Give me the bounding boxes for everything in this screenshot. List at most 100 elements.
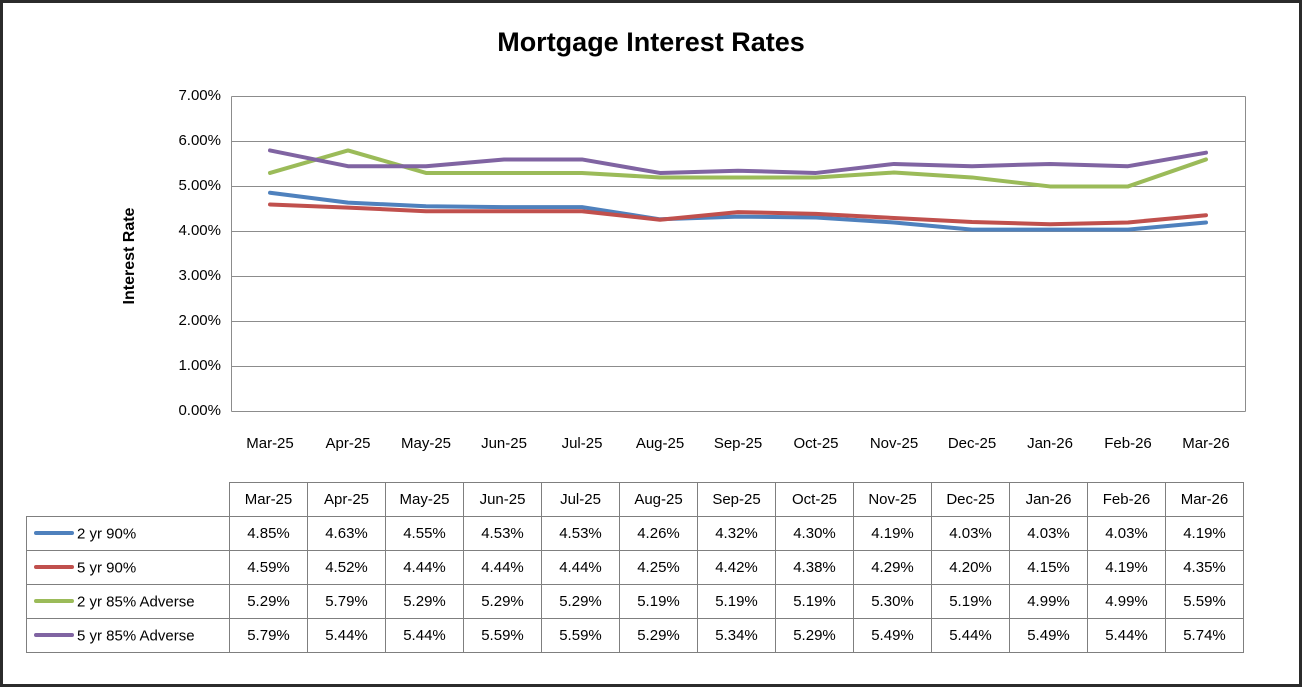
legend-cell-1: 5 yr 90% bbox=[26, 550, 230, 585]
series-line-0 bbox=[268, 190, 1208, 232]
table-cell: 4.53% bbox=[463, 516, 542, 551]
legend-swatch-icon bbox=[34, 632, 74, 637]
table-header-cell: Mar-25 bbox=[229, 482, 308, 517]
table-header-cell: Nov-25 bbox=[853, 482, 932, 517]
table-header-cell: Dec-25 bbox=[931, 482, 1010, 517]
x-tick-label: Jun-25 bbox=[481, 435, 527, 452]
table-header-cell: Jun-25 bbox=[463, 482, 542, 517]
series-line-1 bbox=[268, 202, 1208, 227]
legend-cell-3: 5 yr 85% Adverse bbox=[26, 618, 230, 653]
table-cell: 5.59% bbox=[1165, 584, 1244, 619]
x-tick-label: Sep-25 bbox=[713, 435, 763, 452]
table-cell: 5.49% bbox=[1009, 618, 1088, 653]
table-cell: 4.32% bbox=[697, 516, 776, 551]
x-tick-label: Apr-25 bbox=[325, 435, 371, 452]
table-cell: 5.44% bbox=[931, 618, 1010, 653]
table-cell: 5.44% bbox=[1087, 618, 1166, 653]
table-cell: 5.29% bbox=[541, 584, 620, 619]
table-corner-cell bbox=[27, 483, 230, 517]
x-tick-label: Feb-26 bbox=[1104, 435, 1152, 452]
table-cell: 5.19% bbox=[619, 584, 698, 619]
table-cell: 4.59% bbox=[229, 550, 308, 585]
table-cell: 4.30% bbox=[775, 516, 854, 551]
legend-label: 5 yr 90% bbox=[77, 559, 137, 577]
table-cell: 4.99% bbox=[1087, 584, 1166, 619]
table-cell: 4.03% bbox=[1087, 516, 1166, 551]
table-cell: 4.44% bbox=[541, 550, 620, 585]
table-cell: 4.19% bbox=[853, 516, 932, 551]
table-cell: 4.85% bbox=[229, 516, 308, 551]
y-tick-label: 2.00% bbox=[178, 312, 221, 329]
x-tick-label: Mar-25 bbox=[246, 435, 294, 452]
table-cell: 4.44% bbox=[385, 550, 464, 585]
table-cell: 5.44% bbox=[385, 618, 464, 653]
legend-swatch-icon bbox=[34, 598, 74, 603]
legend-label: 2 yr 90% bbox=[77, 525, 137, 543]
y-tick-label: 5.00% bbox=[178, 177, 221, 194]
table-cell: 4.25% bbox=[619, 550, 698, 585]
table-header-cell: Jan-26 bbox=[1009, 482, 1088, 517]
table-cell: 4.44% bbox=[463, 550, 542, 585]
table-cell: 5.30% bbox=[853, 584, 932, 619]
legend-swatch-icon bbox=[34, 564, 74, 569]
table-cell: 5.19% bbox=[775, 584, 854, 619]
table-cell: 4.29% bbox=[853, 550, 932, 585]
table-cell: 5.19% bbox=[697, 584, 776, 619]
y-tick-label: 6.00% bbox=[178, 132, 221, 149]
y-tick-label: 0.00% bbox=[178, 402, 221, 419]
y-tick-label: 3.00% bbox=[178, 267, 221, 284]
legend-cell-2: 2 yr 85% Adverse bbox=[26, 584, 230, 619]
legend-label: 2 yr 85% Adverse bbox=[77, 593, 195, 611]
table-cell: 5.79% bbox=[307, 584, 386, 619]
table-cell: 4.38% bbox=[775, 550, 854, 585]
table-cell: 4.15% bbox=[1009, 550, 1088, 585]
table-header-cell: Aug-25 bbox=[619, 482, 698, 517]
table-row: 2 yr 85% Adverse 5.29% 5.79% 5.29% 5.29% 5.29… bbox=[26, 584, 1244, 619]
table-header-cell: Jul-25 bbox=[541, 482, 620, 517]
table-header-cell: Oct-25 bbox=[775, 482, 854, 517]
table-cell: 4.55% bbox=[385, 516, 464, 551]
table-cell: 5.19% bbox=[931, 584, 1010, 619]
table-cell: 4.53% bbox=[541, 516, 620, 551]
table-row: 5 yr 90% 4.59% 4.52% 4.44% 4.44% 4.44% 4.25% 4.… bbox=[26, 550, 1244, 585]
x-tick-label: Jan-26 bbox=[1027, 435, 1073, 452]
table-cell: 5.29% bbox=[775, 618, 854, 653]
x-tick-label: Oct-25 bbox=[793, 435, 839, 452]
table-header-cell: Apr-25 bbox=[307, 482, 386, 517]
y-tick-label: 4.00% bbox=[178, 222, 221, 239]
table-cell: 4.20% bbox=[931, 550, 1010, 585]
table-cell: 4.19% bbox=[1165, 516, 1244, 551]
series-line-2 bbox=[268, 148, 1208, 189]
table-cell: 5.29% bbox=[463, 584, 542, 619]
y-tick-label: 1.00% bbox=[178, 357, 221, 374]
table-cell: 5.34% bbox=[697, 618, 776, 653]
table-header-row: Mar-25 Apr-25 May-25 Jun-25 Jul-25 Aug-25 Sep-… bbox=[27, 482, 1244, 517]
table-header-cell: May-25 bbox=[385, 482, 464, 517]
x-tick-label: Dec-25 bbox=[947, 435, 997, 452]
table-cell: 4.35% bbox=[1165, 550, 1244, 585]
legend-swatch-icon bbox=[34, 530, 74, 535]
x-tick-label: Aug-25 bbox=[635, 435, 685, 452]
table-cell: 4.52% bbox=[307, 550, 386, 585]
table-cell: 4.63% bbox=[307, 516, 386, 551]
table-row: 2 yr 90% 4.85% 4.63% 4.55% 4.53% 4.53% 4.26% 4.… bbox=[26, 516, 1244, 551]
table-cell: 5.79% bbox=[229, 618, 308, 653]
table-cell: 5.59% bbox=[463, 618, 542, 653]
chart-title: Mortgage Interest Rates bbox=[497, 27, 805, 57]
data-table: Mar-25 Apr-25 May-25 Jun-25 Jul-25 Aug-25 Sep-… bbox=[26, 482, 1244, 653]
table-cell: 5.49% bbox=[853, 618, 932, 653]
y-tick-label: 7.00% bbox=[178, 87, 221, 104]
table-cell: 5.74% bbox=[1165, 618, 1244, 653]
table-cell: 5.59% bbox=[541, 618, 620, 653]
series-line-3 bbox=[268, 148, 1208, 175]
x-tick-label: May-25 bbox=[400, 435, 452, 452]
table-cell: 4.99% bbox=[1009, 584, 1088, 619]
table-cell: 4.19% bbox=[1087, 550, 1166, 585]
table-cell: 4.42% bbox=[697, 550, 776, 585]
table-cell: 5.29% bbox=[385, 584, 464, 619]
table-cell: 5.44% bbox=[307, 618, 386, 653]
line-chart-plot bbox=[231, 96, 1246, 412]
table-row: 5 yr 85% Adverse 5.79% 5.44% 5.44% 5.59% 5.59… bbox=[26, 618, 1244, 653]
table-header-cell: Sep-25 bbox=[697, 482, 776, 517]
table-cell: 4.03% bbox=[931, 516, 1010, 551]
